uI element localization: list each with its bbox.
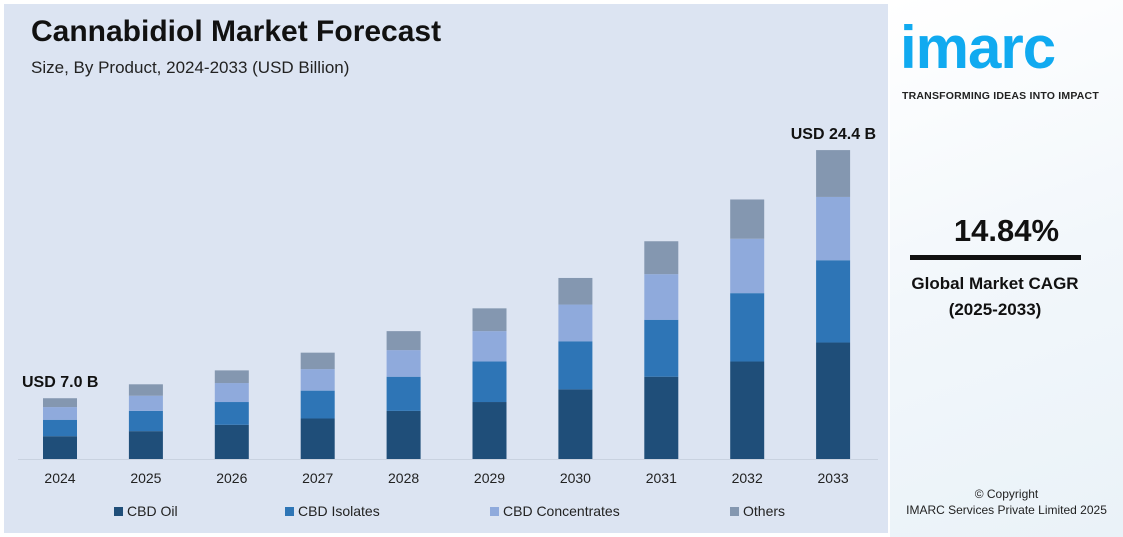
bar-segment-cbd-concentrates-2027 <box>300 369 335 391</box>
bar-segment-cbd-isolates-2026 <box>214 402 249 425</box>
legend-swatch <box>285 506 294 516</box>
bar-segment-others-2030 <box>558 277 593 305</box>
bar-segment-cbd-concentrates-2029 <box>472 331 507 362</box>
legend-swatch <box>114 506 123 516</box>
bar-segment-others-2025 <box>128 384 163 396</box>
tagline: TRANSFORMING IDEAS INTO IMPACT <box>902 90 1099 102</box>
bar-segment-cbd-concentrates-2028 <box>386 350 421 377</box>
legend-label: CBD Oil <box>127 503 178 519</box>
stacked-bar-chart: 2024 USD 7.0 B 2025 2026 2027 2028 2029 2030 203… <box>18 126 878 486</box>
bar-segment-others-2026 <box>214 370 249 384</box>
bar-segment-others-2029 <box>472 308 507 332</box>
bar-segment-cbd-oil-2028 <box>386 410 421 459</box>
divider <box>910 255 1081 260</box>
total-label: USD 7.0 B <box>22 374 98 391</box>
legend-swatch <box>730 506 739 516</box>
chart-title: Cannabidiol Market Forecast <box>31 15 442 48</box>
bar-segment-others-2028 <box>386 331 421 351</box>
bar-segment-others-2027 <box>300 352 335 370</box>
x-tick-label: 2033 <box>818 470 849 486</box>
bar-segment-cbd-isolates-2025 <box>128 410 163 432</box>
bar-segment-cbd-isolates-2031 <box>644 319 679 377</box>
x-tick-label: 2029 <box>474 470 505 486</box>
bar-segment-cbd-oil-2024 <box>43 436 77 459</box>
legend-label: CBD Concentrates <box>503 503 620 519</box>
copyright-label: © Copyright <box>974 487 1039 501</box>
imarc-logo: imarc <box>900 14 1056 81</box>
bar-segment-cbd-oil-2026 <box>214 424 249 459</box>
bar-segment-cbd-oil-2027 <box>300 418 335 459</box>
bar-segment-cbd-concentrates-2025 <box>128 395 163 411</box>
legend-label: Others <box>743 503 786 519</box>
bar-segment-others-2024 <box>43 398 77 408</box>
x-tick-label: 2027 <box>302 470 333 486</box>
bar-segment-cbd-isolates-2033 <box>816 260 851 343</box>
bar-segment-others-2032 <box>730 199 765 239</box>
legend-label: CBD Isolates <box>298 503 380 519</box>
bar-segment-cbd-concentrates-2032 <box>730 238 765 294</box>
cagr-label: Global Market CAGR (2025-2033) <box>890 271 1100 323</box>
legend-item: CBD Isolates <box>285 503 380 519</box>
copyright: © Copyright IMARC Services Private Limit… <box>890 486 1123 518</box>
bar-segment-others-2033 <box>816 150 851 197</box>
bar-segment-cbd-concentrates-2030 <box>558 304 593 342</box>
bar-segment-cbd-concentrates-2033 <box>816 196 851 261</box>
x-tick-label: 2024 <box>44 470 75 486</box>
legend-swatch <box>490 506 499 516</box>
bar-segment-cbd-oil-2029 <box>472 402 507 459</box>
bar-segment-cbd-isolates-2028 <box>386 376 421 411</box>
total-label: USD 24.4 B <box>791 126 876 143</box>
bar-segment-cbd-isolates-2029 <box>472 361 507 403</box>
bar-segment-cbd-oil-2025 <box>128 431 163 459</box>
x-tick-label: 2028 <box>388 470 419 486</box>
x-tick-label: 2032 <box>732 470 763 486</box>
bar-segment-cbd-concentrates-2026 <box>214 383 249 403</box>
company-name: IMARC Services Private Limited 2025 <box>906 503 1107 517</box>
legend-item: CBD Concentrates <box>490 503 620 519</box>
chart-subtitle: Size, By Product, 2024-2033 (USD Billion… <box>31 58 350 77</box>
bar-segment-cbd-concentrates-2031 <box>644 274 679 320</box>
bar-segment-cbd-isolates-2030 <box>558 341 593 390</box>
bar-segment-cbd-concentrates-2024 <box>43 407 77 420</box>
x-tick-label: 2025 <box>130 470 161 486</box>
bar-segment-cbd-oil-2031 <box>644 376 679 459</box>
bar-segment-cbd-oil-2033 <box>816 342 851 459</box>
info-panel: imarc TRANSFORMING IDEAS INTO IMPACT 14.… <box>890 0 1123 537</box>
cagr-period: (2025-2033) <box>948 300 1042 319</box>
bar-segment-cbd-isolates-2027 <box>300 390 335 419</box>
x-tick-label: 2030 <box>560 470 591 486</box>
bar-segment-others-2031 <box>644 241 679 275</box>
bar-segment-cbd-oil-2032 <box>730 361 765 459</box>
cagr-label-text: Global Market CAGR <box>911 274 1079 293</box>
bar-segment-cbd-oil-2030 <box>558 389 593 459</box>
x-tick-label: 2031 <box>646 470 677 486</box>
bar-segment-cbd-isolates-2024 <box>43 419 77 437</box>
x-tick-label: 2026 <box>216 470 247 486</box>
legend-item: CBD Oil <box>114 503 178 519</box>
legend-item: Others <box>730 503 785 519</box>
cagr-value: 14.84% <box>953 213 1060 248</box>
bar-segment-cbd-isolates-2032 <box>730 293 765 362</box>
